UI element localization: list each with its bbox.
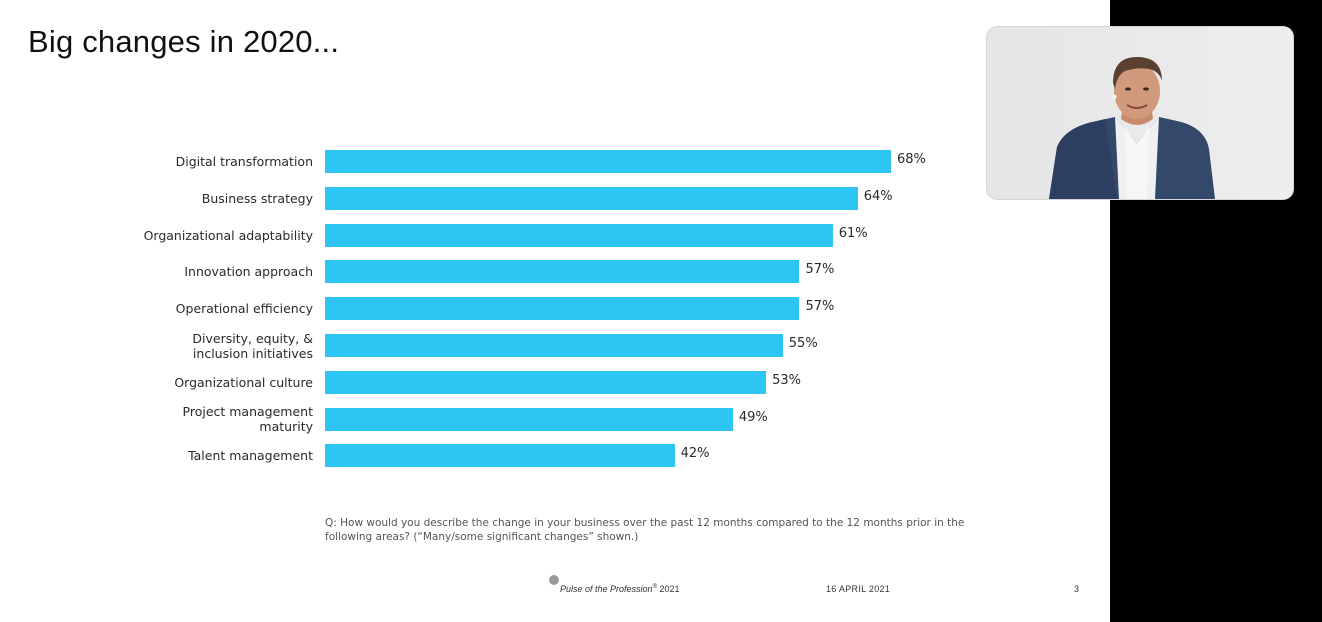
footer-brand-year: 2021 — [656, 584, 680, 594]
webcam-video-tile[interactable] — [987, 27, 1293, 199]
footer-date: 16 APRIL 2021 — [826, 584, 891, 594]
category-label-line: Business strategy — [201, 190, 313, 206]
bar — [325, 186, 858, 210]
category-label-line: Talent management — [188, 448, 313, 464]
category-label-line: Project management — [182, 404, 313, 420]
category-label: Digital transformation — [93, 154, 313, 169]
bar — [325, 370, 767, 394]
category-label: Diversity, equity, & inclusion initiative… — [93, 331, 313, 361]
bar — [325, 297, 800, 321]
bar — [325, 223, 833, 247]
category-label-line: Organizational adaptability — [143, 227, 313, 243]
category-label-line: inclusion initiatives — [192, 345, 313, 361]
category-label-line: Digital transformation — [175, 154, 313, 169]
survey-question: Q: How would you describe the change in … — [325, 517, 965, 543]
bar-value-label: 55% — [788, 336, 818, 351]
footer-page-number: 3 — [1074, 584, 1080, 594]
bar-value-label: 68% — [897, 152, 926, 167]
bar-value-label: 64% — [863, 188, 893, 204]
category-label-line: Operational efficiency — [175, 301, 313, 317]
category-label: Organizational adaptability — [93, 228, 313, 243]
footer-brand-name: Pulse of the Profession — [560, 584, 653, 594]
category-label-line: Innovation approach — [184, 264, 313, 280]
bar — [325, 444, 675, 468]
bar — [325, 334, 783, 357]
bar-value-label: 53% — [772, 372, 802, 388]
bar — [325, 260, 800, 284]
cursor-dot — [549, 575, 559, 585]
bar-value-label: 49% — [738, 409, 768, 425]
footer-brand-mark: ® — [652, 584, 657, 590]
category-label: Talent management — [93, 448, 313, 463]
slide-title: Big changes in 2020... — [28, 24, 340, 59]
category-label: Innovation approach — [93, 264, 313, 279]
presenter-video-icon — [987, 27, 1293, 199]
bar-value-label: 42% — [680, 446, 710, 462]
footer-brand: Pulse of the Profession® 2021 — [560, 584, 680, 594]
category-label-line: Organizational culture — [174, 374, 313, 390]
category-label: Business strategy — [93, 191, 313, 206]
category-label: Project management maturity — [93, 404, 313, 434]
bar-value-label: 61% — [838, 225, 868, 241]
category-label-line: Diversity, equity, & — [192, 330, 313, 346]
bar — [325, 150, 891, 173]
category-label-line: maturity — [259, 419, 313, 435]
category-label: Operational efficiency — [93, 301, 313, 316]
slide: Big changes in 2020... Digital transform… — [0, 0, 1110, 622]
bar-chart: Digital transformation 68% Business strate… — [93, 150, 926, 468]
bar-value-label: 57% — [805, 299, 835, 315]
bar-value-label: 57% — [805, 262, 835, 278]
category-label: Organizational culture — [93, 375, 313, 390]
bar — [325, 407, 733, 431]
